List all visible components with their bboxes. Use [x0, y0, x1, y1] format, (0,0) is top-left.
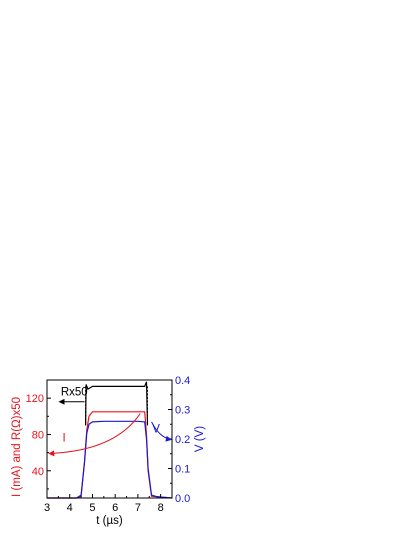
x-tick-label: 6	[112, 502, 118, 514]
series-layer	[47, 381, 173, 499]
annotation-i: I	[62, 433, 65, 445]
y-right-tick-label: 0.3	[175, 405, 190, 417]
y-right-tick-label: 0.1	[175, 464, 190, 476]
y-axis-right-label: V (V)	[194, 426, 206, 452]
arrow-i	[48, 413, 141, 457]
y-right-tick-label: 0.4	[175, 375, 190, 387]
x-tick-label: 4	[67, 502, 73, 514]
annotation-rx50: Rx50	[61, 386, 88, 398]
y-axis-left-label: I (mA) and R(Ω)x50	[11, 397, 23, 497]
x-axis-label: t (µs)	[96, 515, 123, 527]
series-line-v	[47, 420, 173, 499]
x-tick-label: 7	[135, 502, 141, 514]
x-tick-label: 8	[158, 502, 164, 514]
series-line-rx50	[85, 381, 149, 426]
x-tick-label: 3	[44, 502, 50, 514]
axes-layer: 3 4 5 6 7 8 40 80 120 0.0 0.1 0.2 0.3 0.4	[26, 375, 191, 514]
y-right-tick-label: 0.0	[175, 493, 190, 505]
y-right-tick-label: 0.2	[175, 434, 190, 446]
x-tick-label: 5	[89, 502, 95, 514]
y-left-tick-label: 80	[32, 429, 44, 441]
y-left-tick-label: 40	[32, 466, 44, 478]
arrow-v	[151, 421, 172, 442]
y-left-tick-label: 120	[26, 393, 44, 405]
